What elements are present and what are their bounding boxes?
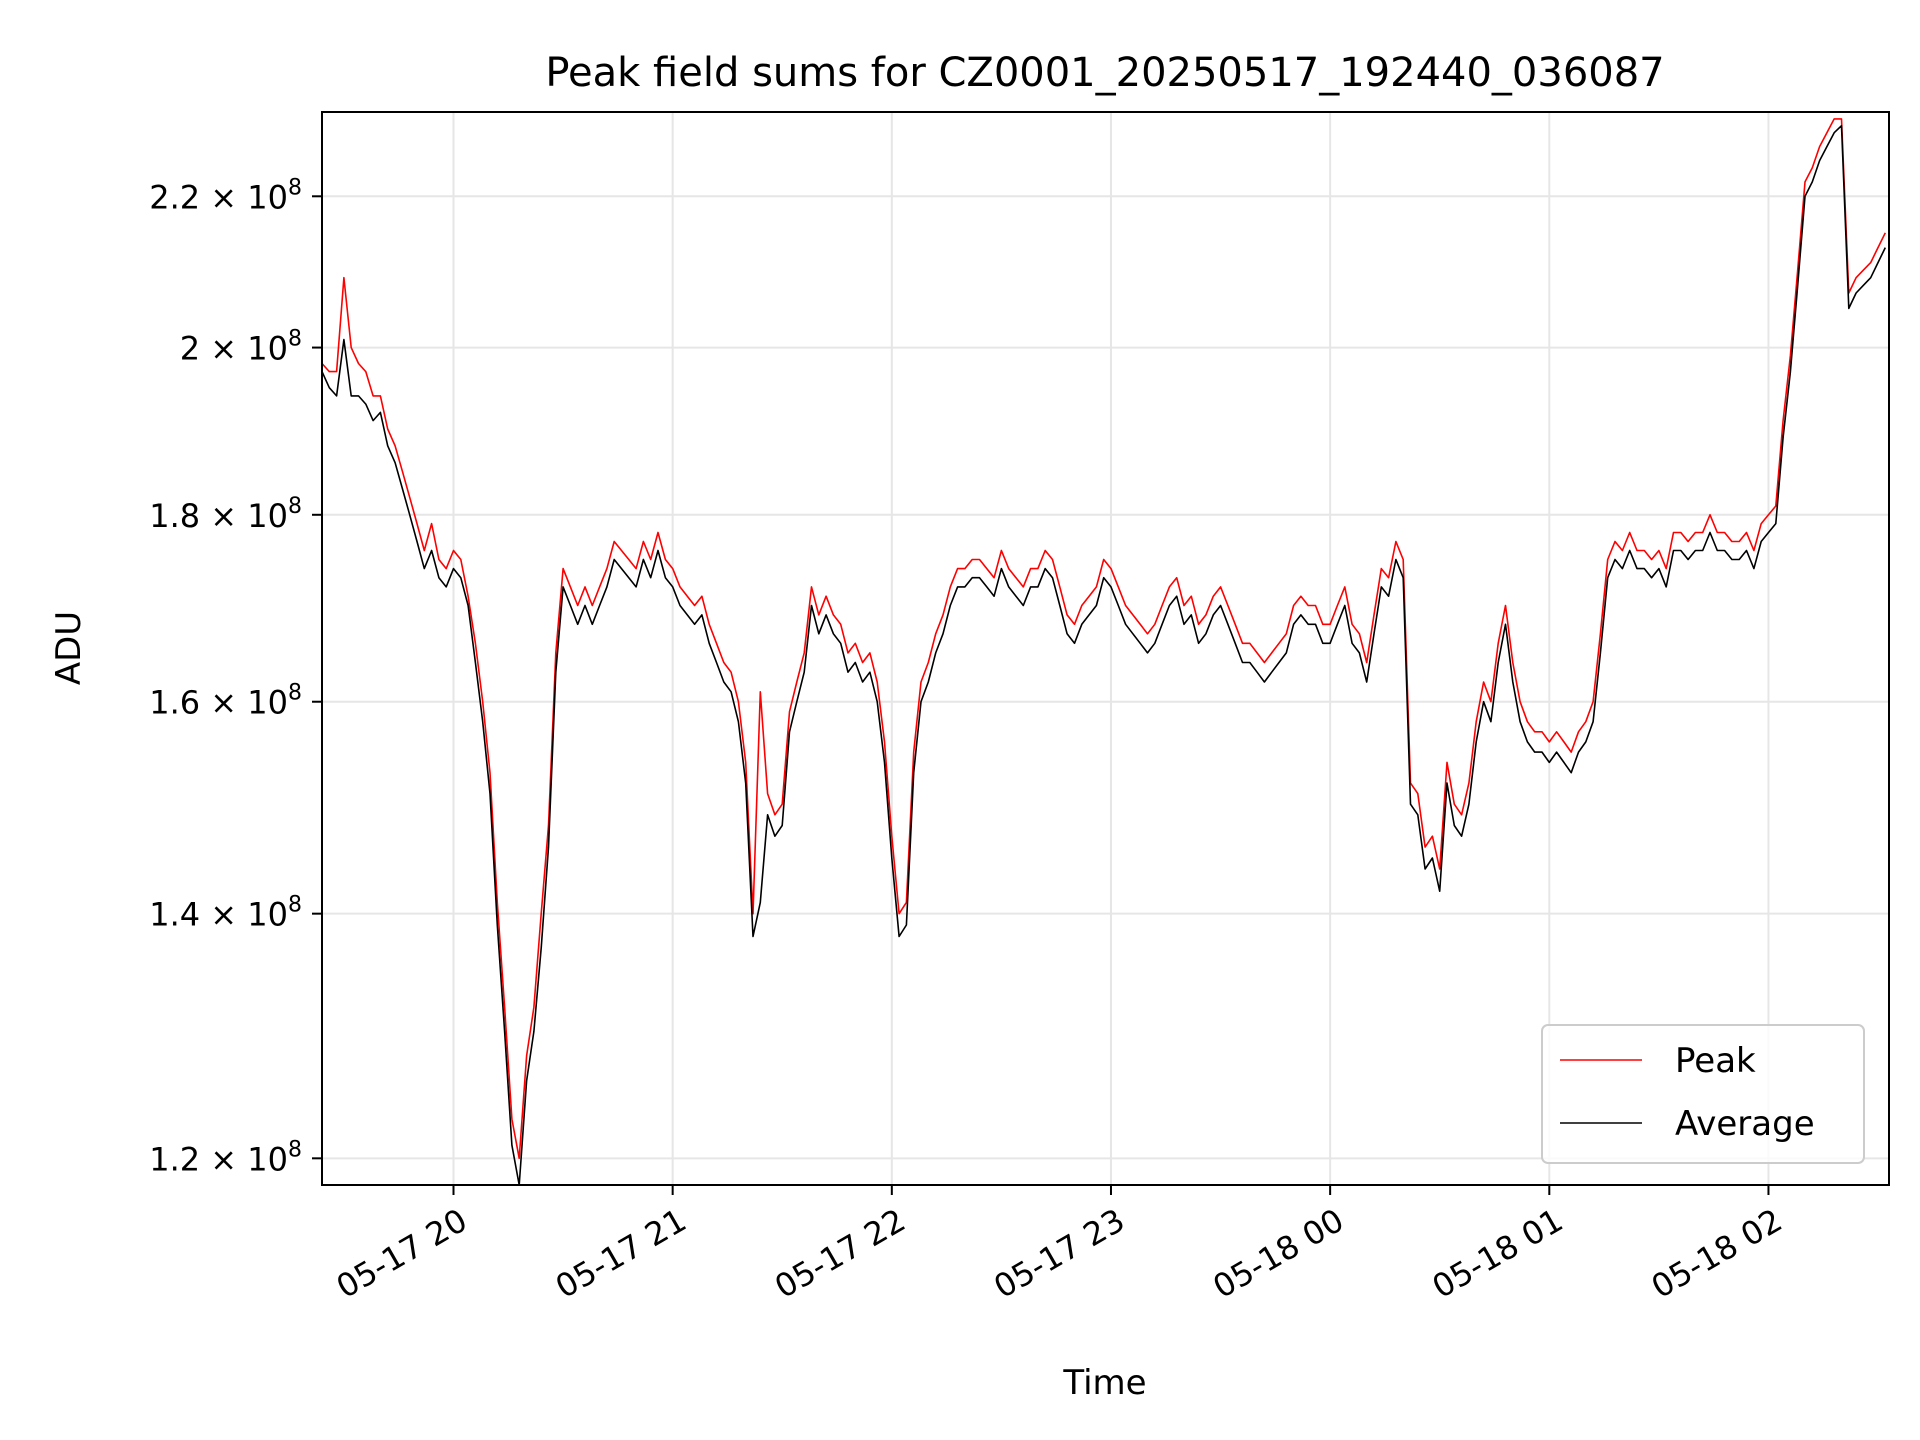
y-axis-title: ADU bbox=[49, 611, 89, 685]
y-tick-label-base: 1.4 × 10 bbox=[149, 896, 288, 934]
y-tick-label: 1.2 × 108 bbox=[149, 1137, 302, 1178]
y-tick-label: 2 × 108 bbox=[180, 327, 302, 368]
legend: Peak Average bbox=[1541, 1024, 1865, 1164]
x-axis-title: Time bbox=[1062, 1363, 1146, 1403]
legend-label-average: Average bbox=[1675, 1104, 1815, 1144]
grid bbox=[322, 112, 1889, 1185]
y-tick-label: 1.8 × 108 bbox=[149, 494, 302, 535]
chart-title: Peak field sums for CZ0001_20250517_1924… bbox=[545, 50, 1664, 96]
y-tick-label-exponent: 8 bbox=[288, 893, 302, 918]
plot-area bbox=[321, 111, 1890, 1186]
series-peak-line bbox=[321, 118, 1887, 1160]
y-tick-label-base: 1.8 × 10 bbox=[149, 497, 288, 535]
y-tick-label-base: 1.6 × 10 bbox=[149, 684, 288, 722]
y-tick-label-exponent: 8 bbox=[288, 494, 302, 519]
y-tick-label-base: 2 × 10 bbox=[180, 330, 288, 368]
y-tick-label-base: 1.2 × 10 bbox=[149, 1140, 288, 1178]
y-tick-label: 2.2 × 108 bbox=[149, 175, 302, 216]
y-tick-label: 1.4 × 108 bbox=[149, 893, 302, 934]
series-lines bbox=[321, 118, 1887, 1186]
y-tick-label-exponent: 8 bbox=[288, 681, 302, 706]
series-average-line bbox=[321, 124, 1887, 1186]
y-tick-label: 1.6 × 108 bbox=[149, 681, 302, 722]
y-tick-label-exponent: 8 bbox=[288, 175, 302, 200]
y-tick-label-base: 2.2 × 10 bbox=[149, 178, 288, 216]
y-tick-label-exponent: 8 bbox=[288, 1137, 302, 1162]
legend-label-peak: Peak bbox=[1675, 1041, 1756, 1081]
y-tick-label-exponent: 8 bbox=[288, 327, 302, 352]
